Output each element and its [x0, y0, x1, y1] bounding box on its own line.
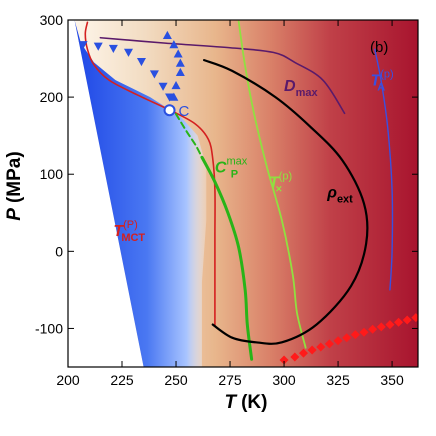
- x-tick-label: 275: [218, 372, 242, 388]
- diamond-marker: [411, 313, 418, 323]
- label-tx: T(p) ×: [269, 170, 292, 195]
- curve-dmax: [99, 36, 346, 115]
- plot-frame: [67, 19, 419, 368]
- label-dmax-main: D: [284, 78, 296, 95]
- x-tick-label: 250: [164, 372, 188, 388]
- x-axis-label: T (K): [225, 392, 268, 413]
- cold-region: [74, 20, 207, 367]
- label-rho-sub: ext: [337, 193, 353, 205]
- x-tick-label: 300: [272, 372, 296, 388]
- y-tick-label: 100: [40, 166, 64, 182]
- y-tick-label: 200: [40, 89, 64, 105]
- diamond-marker: [385, 320, 395, 330]
- curve-ta: [374, 48, 394, 291]
- diamond-marker: [350, 330, 360, 340]
- label-tmct-sub: MCT: [121, 232, 145, 244]
- diamond-marker: [333, 336, 343, 346]
- y-tick-label: 300: [40, 12, 64, 28]
- label-ta: T(p) A: [370, 69, 393, 94]
- diamond-marker: [316, 342, 326, 352]
- label-tmct-main: T: [113, 223, 124, 240]
- label-tx-sub: ×: [276, 183, 282, 195]
- label-tmct-sup: (P): [123, 219, 138, 231]
- critical-point-label: C: [179, 103, 190, 120]
- triangle-up-marker: [173, 49, 183, 58]
- axis-ticks: 200 225 250 275 300 325 350 -100 0 100 200 300: [35, 12, 418, 388]
- markers: [78, 30, 418, 365]
- y-axis-unit: (MPa): [4, 151, 25, 203]
- label-cp-sup: max: [226, 156, 247, 168]
- label-ta-sup: (p): [380, 69, 393, 81]
- label-rho: ρext: [326, 184, 353, 205]
- label-tx-sup: (p): [279, 170, 292, 182]
- diamond-marker: [279, 355, 289, 365]
- diamond-marker: [307, 345, 317, 355]
- plot-area: [68, 20, 418, 367]
- label-dmax-sub: max: [296, 87, 319, 99]
- triangle-down-marker: [93, 42, 103, 51]
- diamond-marker: [359, 327, 369, 337]
- diamond-marker: [376, 322, 386, 332]
- label-rho-main: ρ: [326, 184, 337, 201]
- label-cp-sub: P: [231, 169, 238, 181]
- curve-tx: [237, 20, 307, 349]
- curves: [84, 20, 394, 361]
- diamond-marker: [324, 339, 334, 349]
- x-axis-symbol: T: [225, 392, 238, 413]
- curve-cp-dashed: [175, 113, 203, 159]
- triangle-up-marker: [162, 30, 172, 40]
- triangle-down-marker: [136, 58, 146, 67]
- triangle-down-marker: [149, 70, 159, 79]
- y-tick-label: 0: [55, 243, 63, 259]
- label-ta-sub: A: [377, 82, 385, 94]
- x-tick-label: 200: [56, 372, 80, 388]
- triangle-up-marker: [175, 67, 185, 77]
- curve-cp: [200, 155, 254, 361]
- diamond-marker: [290, 352, 300, 362]
- panel-label: (b): [370, 39, 388, 56]
- y-axis-symbol: P: [4, 208, 25, 221]
- curve-tmct: [84, 21, 216, 326]
- label-ta-main: T: [370, 73, 381, 90]
- label-dmax: Dmax: [284, 78, 318, 99]
- triangle-down-marker: [158, 82, 168, 91]
- diamond-marker: [394, 317, 404, 327]
- label-cp: Cmax P: [215, 156, 248, 181]
- y-tick-label: -100: [35, 320, 63, 336]
- triangle-down-marker: [123, 48, 133, 57]
- triangle-up-marker: [175, 58, 185, 67]
- diamond-marker: [402, 315, 412, 325]
- triangle-down-marker: [108, 44, 118, 54]
- x-axis-unit: (K): [241, 392, 267, 413]
- diamond-marker: [298, 348, 308, 358]
- curve-rho: [203, 58, 369, 345]
- y-axis-label: P (MPa): [4, 151, 25, 220]
- triangle-up-marker: [171, 81, 181, 90]
- triangle-down-marker: [165, 93, 175, 102]
- label-cp-main: C: [215, 160, 227, 177]
- x-tick-label: 325: [326, 372, 350, 388]
- label-tmct: T(P) MCT: [113, 219, 145, 244]
- unphysical-region: [68, 20, 144, 367]
- x-tick-label: 225: [110, 372, 134, 388]
- critical-point-marker: [163, 104, 176, 117]
- diamond-marker: [368, 324, 378, 334]
- triangle-up-marker: [169, 92, 179, 101]
- diamond-marker: [342, 333, 352, 343]
- triangle-down-marker: [78, 41, 88, 50]
- triangle-up-marker: [169, 40, 179, 49]
- label-tx-main: T: [269, 174, 280, 191]
- x-tick-label: 350: [380, 372, 404, 388]
